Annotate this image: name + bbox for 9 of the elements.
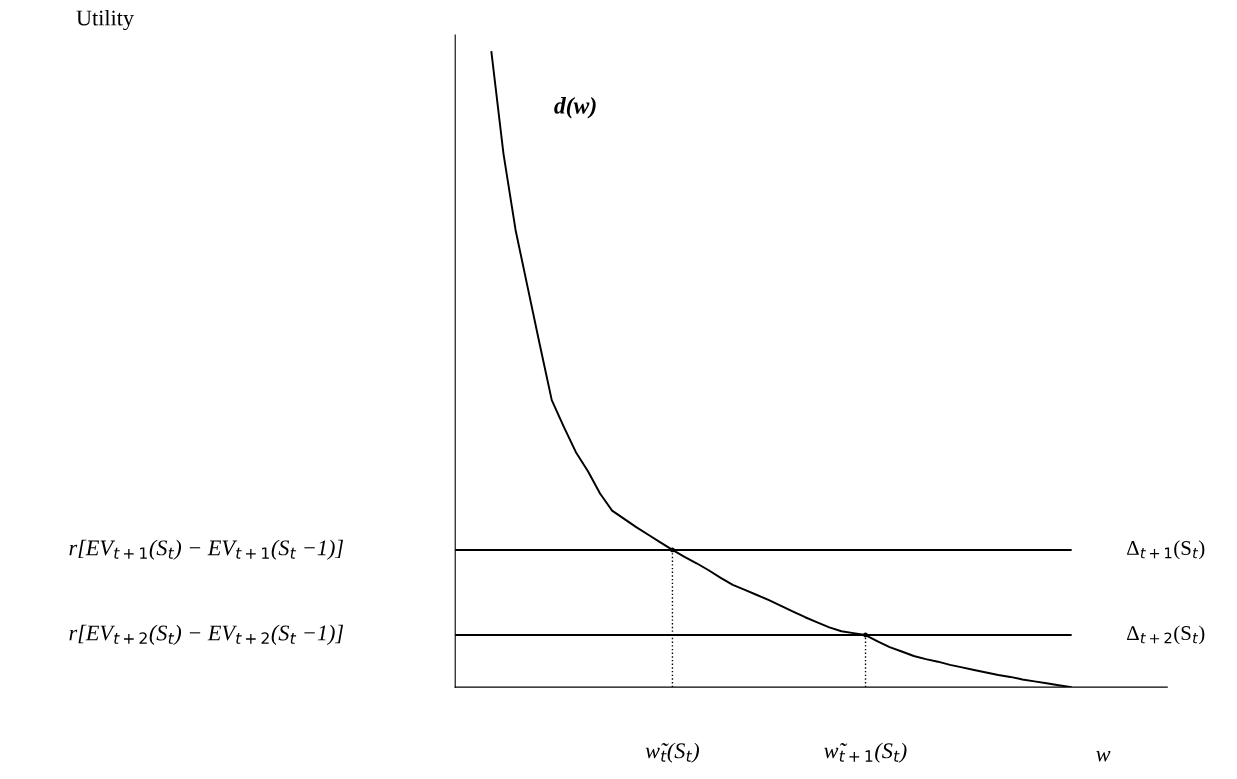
text: r[EV$_{t+1}$(S$_{t}$) − EV$_{t+1}$(S$_{t}$ −1)]: [69, 539, 344, 560]
text: r[EV$_{t+2}$(S$_{t}$) − EV$_{t+2}$(S$_{t}$ −1)]: [69, 624, 344, 645]
x-tick-label: w̃$_{t}$(S$_{t}$): [645, 742, 699, 763]
text: Δ$_{t+1}$(S$_{t}$): [1127, 540, 1205, 560]
x-axis-title: w: [1096, 750, 1111, 762]
annotation: d(w): [554, 97, 596, 119]
text: Utility: [76, 9, 134, 31]
x-tick-label: w̃$_{t+1}$(S$_{t}$): [824, 742, 907, 763]
text: Δ$_{t+2}$(S$_{t}$): [1127, 625, 1205, 645]
